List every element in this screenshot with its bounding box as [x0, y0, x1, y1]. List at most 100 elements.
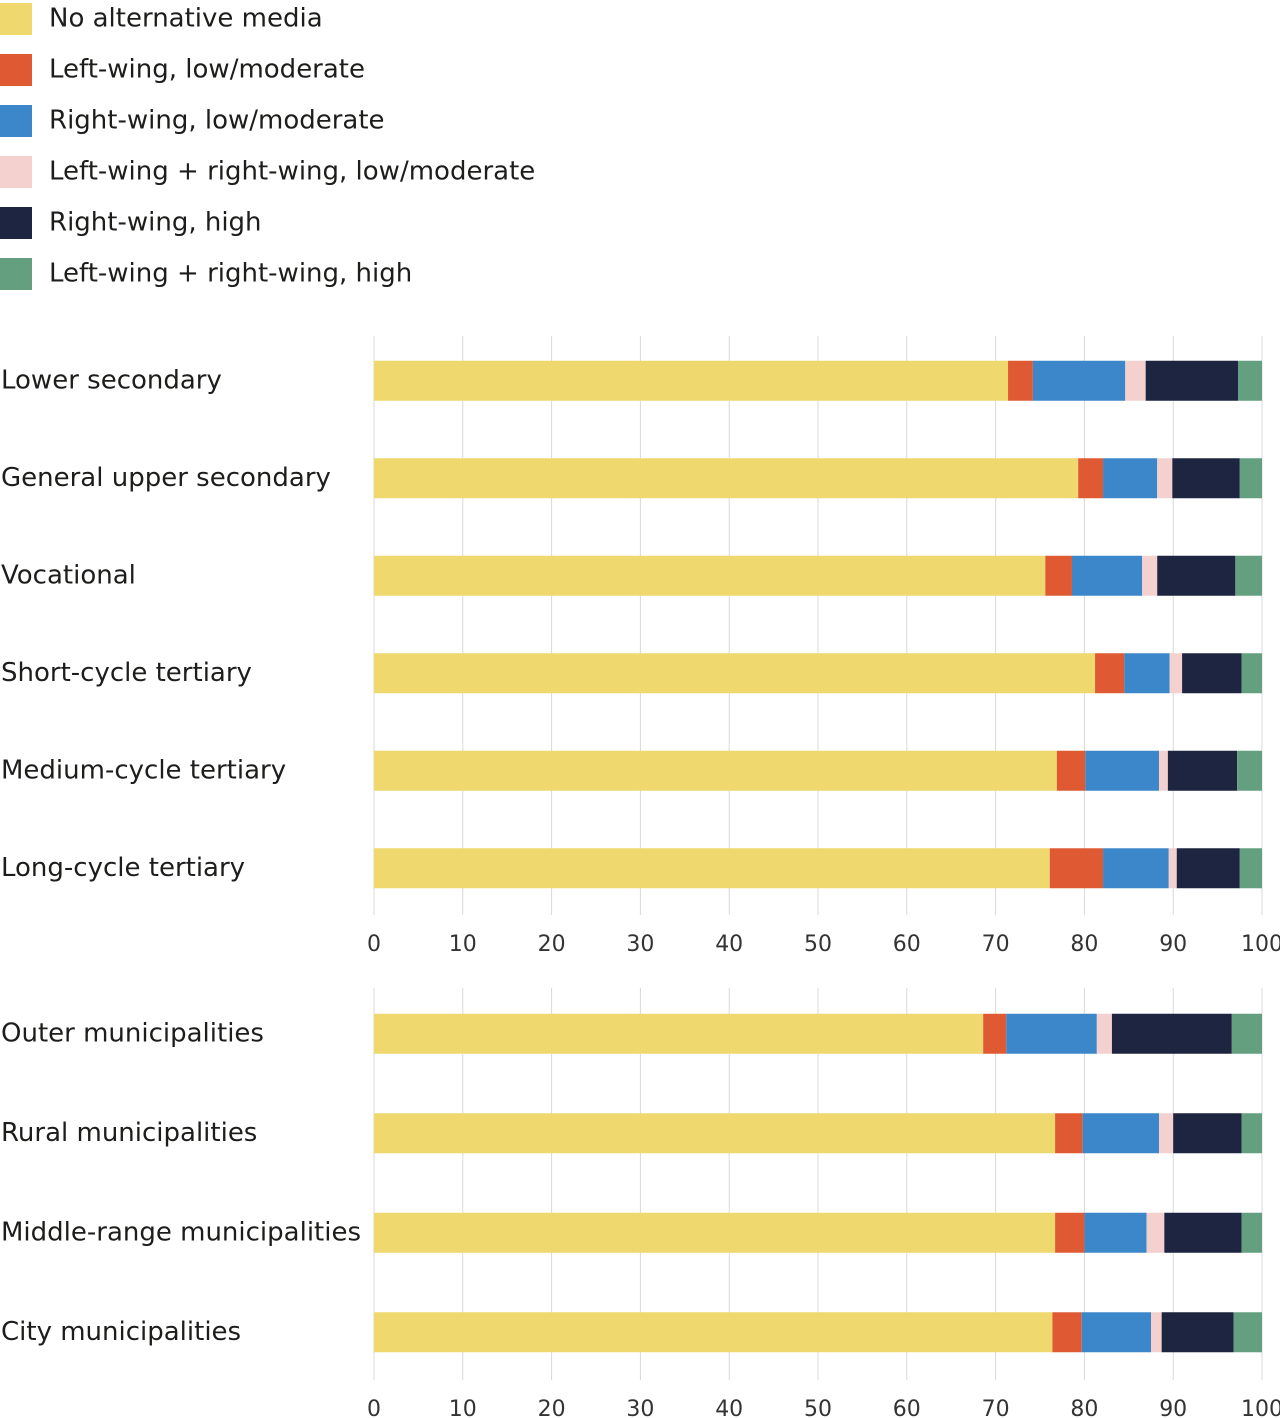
legend-swatch	[0, 207, 32, 239]
x-tick-label: 10	[449, 1397, 477, 1418]
bar-segment	[1146, 1212, 1165, 1253]
x-tick-label: 30	[626, 932, 654, 957]
legend-label: Left-wing + right-wing, high	[49, 259, 412, 289]
x-tick-label: 40	[715, 932, 743, 957]
bar-segment	[1161, 1312, 1234, 1353]
bar-segment	[1176, 848, 1240, 889]
legend-swatch	[0, 105, 32, 137]
bar-segment	[1085, 750, 1159, 791]
bar-segment	[1055, 1113, 1083, 1154]
legend-swatch	[0, 258, 32, 290]
legend-label: Right-wing, low/moderate	[49, 106, 385, 136]
category-label: Outer municipalities	[1, 1018, 264, 1048]
bar-segment	[1078, 458, 1104, 499]
bar-segment	[983, 1013, 1007, 1054]
category-label: Short-cycle tertiary	[1, 658, 252, 688]
bar-segment	[1082, 1113, 1159, 1154]
x-tick-label: 60	[893, 1397, 921, 1418]
x-tick-label: 70	[982, 932, 1010, 957]
category-label: City municipalities	[1, 1317, 241, 1347]
legend-label: No alternative media	[49, 4, 323, 34]
bar-segment	[1096, 1013, 1112, 1054]
x-tick-label: 70	[982, 1397, 1010, 1418]
bar-segment	[1157, 555, 1236, 596]
bar-segment	[1045, 555, 1072, 596]
bar-segment	[1241, 1212, 1262, 1253]
bar-segment	[374, 750, 1057, 791]
legend-label: Left-wing, low/moderate	[49, 55, 365, 85]
bar-segment	[374, 848, 1050, 889]
bar-segment	[1055, 1212, 1085, 1253]
bar-segment	[1095, 653, 1125, 694]
category-label: Medium-cycle tertiary	[1, 755, 286, 785]
bar-segment	[1151, 1312, 1162, 1353]
category-label: Lower secondary	[1, 365, 222, 395]
legend-label: Left-wing + right-wing, low/moderate	[49, 157, 535, 187]
bar-segment	[1081, 1312, 1151, 1353]
category-label: Vocational	[1, 560, 136, 590]
bar-segment	[1145, 360, 1239, 401]
bar-segment	[1182, 653, 1242, 694]
x-tick-label: 90	[1159, 932, 1187, 957]
x-tick-label: 20	[538, 932, 566, 957]
bar-segment	[1241, 1113, 1262, 1154]
legend-swatch	[0, 3, 32, 35]
bar-segment	[1167, 750, 1238, 791]
bar-segment	[1056, 750, 1086, 791]
legend-swatch	[0, 54, 32, 86]
x-tick-label: 0	[367, 932, 381, 957]
bar-segment	[1233, 1312, 1262, 1353]
bar-segment	[1164, 1212, 1242, 1253]
x-tick-label: 20	[538, 1397, 566, 1418]
x-tick-label: 0	[367, 1397, 381, 1418]
bar-segment	[1168, 848, 1177, 889]
category-label: Rural municipalities	[1, 1118, 257, 1148]
bar-segment	[1049, 848, 1104, 889]
x-tick-label: 80	[1070, 932, 1098, 957]
bar-segment	[1006, 1013, 1097, 1054]
bar-segment	[1071, 555, 1143, 596]
x-tick-label: 10	[449, 932, 477, 957]
bar-segment	[1241, 653, 1262, 694]
x-tick-label: 80	[1070, 1397, 1098, 1418]
legend-swatch	[0, 156, 32, 188]
category-label: Long-cycle tertiary	[1, 853, 245, 883]
x-tick-label: 50	[804, 932, 832, 957]
bar-segment	[1237, 750, 1262, 791]
bar-segment	[1158, 750, 1168, 791]
bar-segment	[1235, 555, 1262, 596]
bar-segment	[374, 1013, 984, 1054]
bar-segment	[374, 360, 1009, 401]
bar-segment	[1157, 458, 1173, 499]
bar-segment	[1124, 653, 1170, 694]
x-tick-label: 40	[715, 1397, 743, 1418]
bar-segment	[1032, 360, 1126, 401]
bar-segment	[1125, 360, 1146, 401]
bar-segment	[1239, 458, 1262, 499]
bar-segment	[1239, 848, 1262, 889]
bar-segment	[374, 1212, 1056, 1253]
bar-segment	[374, 555, 1046, 596]
bar-segment	[1052, 1312, 1082, 1353]
bar-segment	[1169, 653, 1183, 694]
bar-segment	[1238, 360, 1262, 401]
bar-segment	[1173, 1113, 1242, 1154]
bar-segment	[1231, 1013, 1262, 1054]
bar-segment	[374, 1113, 1056, 1154]
x-tick-label: 30	[626, 1397, 654, 1418]
x-tick-label: 60	[893, 932, 921, 957]
bar-segment	[1142, 555, 1158, 596]
category-label: General upper secondary	[1, 463, 331, 493]
bar-segment	[1084, 1212, 1147, 1253]
x-tick-label: 100	[1241, 932, 1280, 957]
x-tick-label: 90	[1159, 1397, 1187, 1418]
category-label: Middle-range municipalities	[1, 1217, 361, 1247]
bar-segment	[1008, 360, 1033, 401]
bar-segment	[374, 1312, 1053, 1353]
bar-segment	[1103, 848, 1169, 889]
bar-segment	[1158, 1113, 1174, 1154]
x-tick-label: 50	[804, 1397, 832, 1418]
bar-segment	[1172, 458, 1240, 499]
legend-label: Right-wing, high	[49, 208, 262, 238]
